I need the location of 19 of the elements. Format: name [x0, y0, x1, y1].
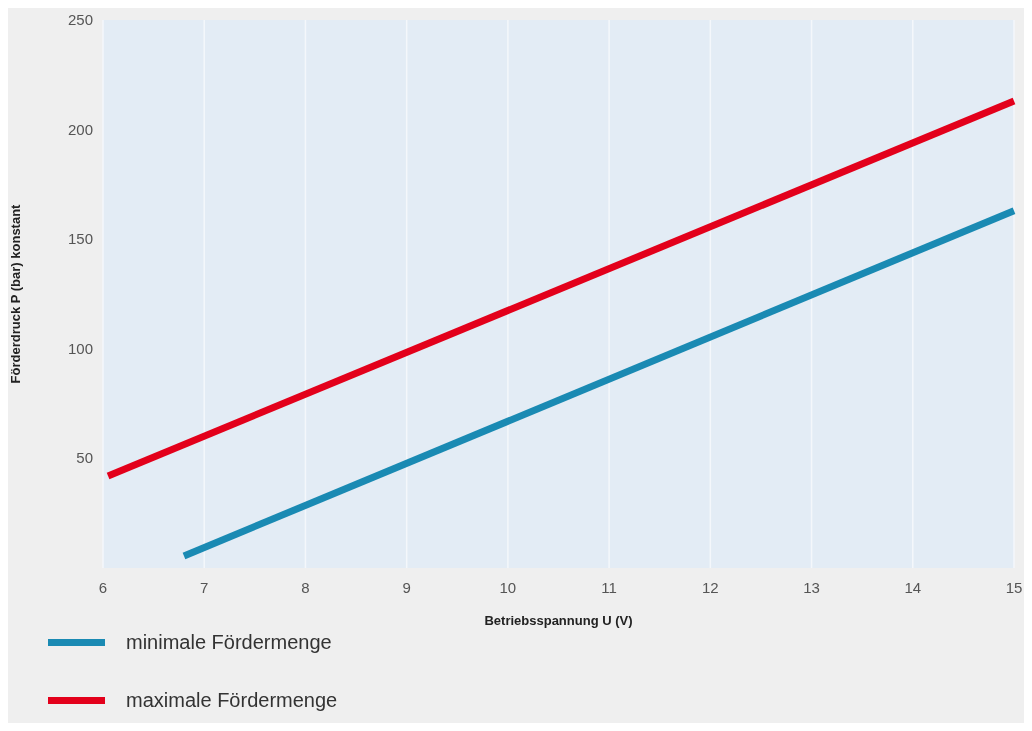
- x-tick-label: 9: [402, 579, 411, 596]
- y-tick-label: 50: [76, 449, 93, 467]
- x-tick-label: 6: [98, 579, 108, 596]
- x-tick-label: 11: [601, 579, 617, 596]
- y-axis-title: Förderdruck P (bar) konstant: [8, 203, 23, 384]
- x-tick-label: 13: [803, 579, 820, 596]
- x-tick-label: 7: [200, 579, 209, 596]
- y-tick-label: 100: [67, 339, 93, 357]
- legend-label: minimale Fördermenge: [126, 631, 332, 653]
- x-tick-label: 10: [499, 579, 517, 596]
- y-tick-label: 250: [67, 11, 93, 28]
- y-tick-label: 200: [67, 120, 93, 138]
- x-tick-label: 8: [301, 579, 310, 596]
- y-tick-label: 150: [67, 230, 93, 248]
- x-tick-label: 15: [1005, 579, 1023, 596]
- x-axis-title: Betriebsspannung U (V): [484, 613, 633, 628]
- x-tick-label: 14: [904, 579, 922, 596]
- legend-label: maximale Fördermenge: [126, 689, 338, 711]
- x-tick-label: 12: [701, 579, 719, 596]
